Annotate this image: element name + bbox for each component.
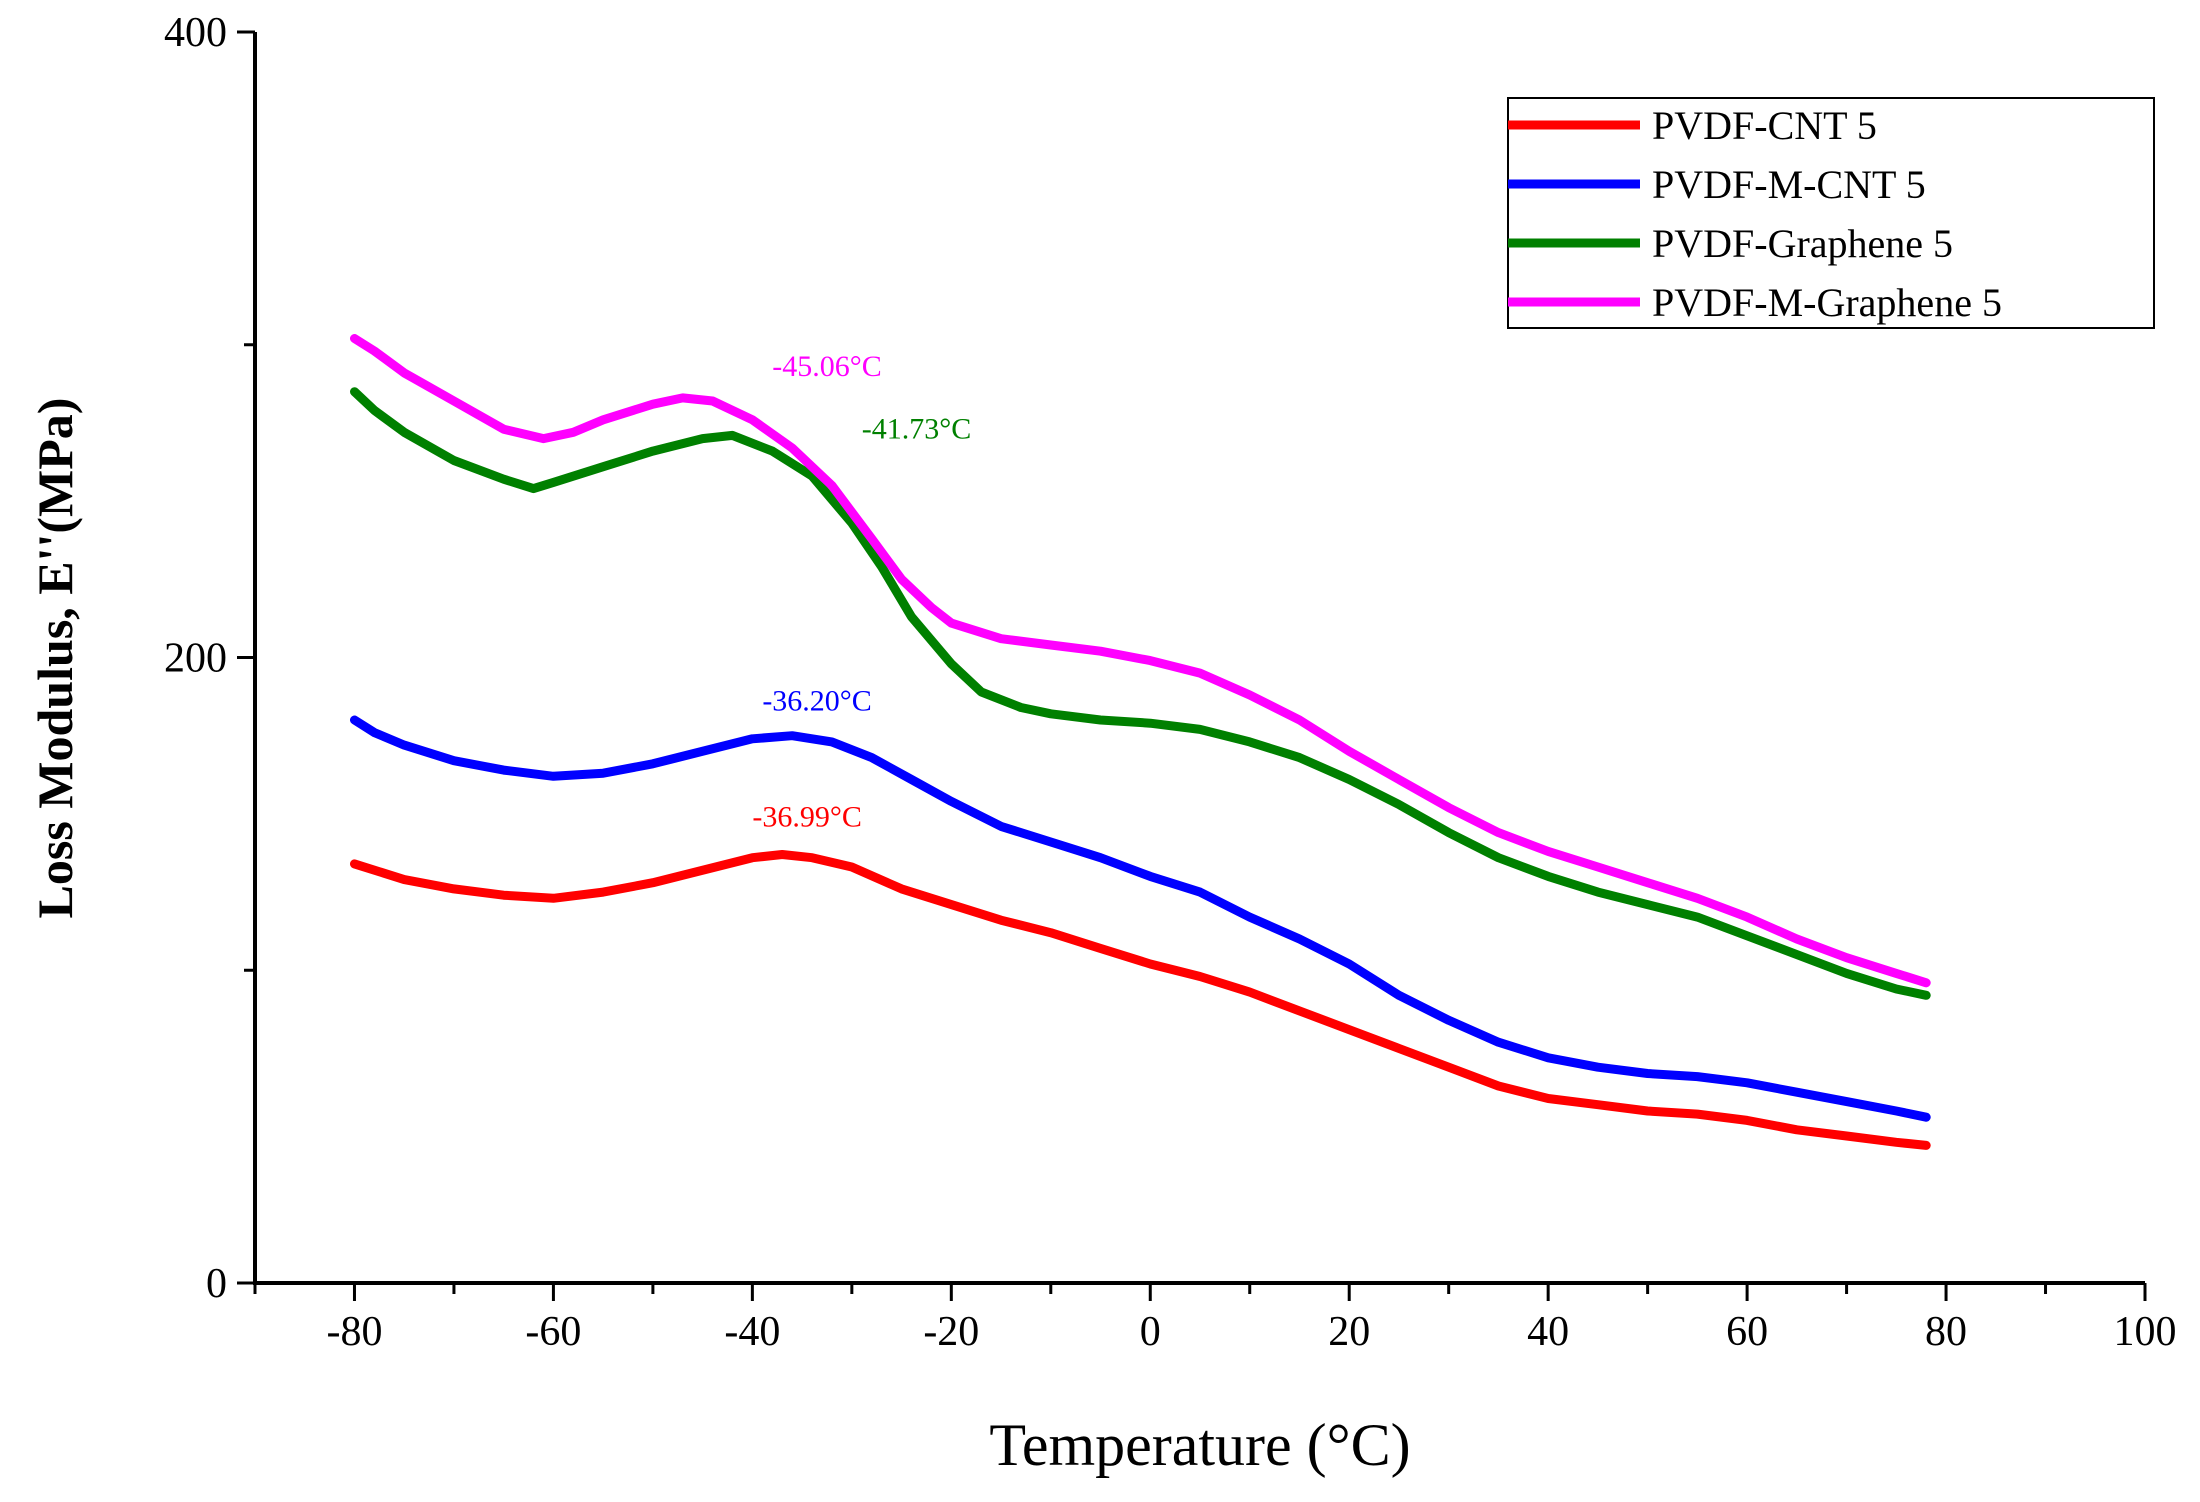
series-layer [350, 334, 1931, 1150]
x-tick-label: 0 [1140, 1309, 1161, 1355]
annotations-layer: -45.06°C -41.73°C -36.20°C -36.99°C [752, 350, 971, 833]
x-tick-label: -20 [923, 1309, 979, 1355]
x-tick-label: 60 [1726, 1309, 1768, 1355]
y-tick-label: 0 [206, 1261, 227, 1307]
x-tick-label: 80 [1925, 1309, 1967, 1355]
axes-layer [253, 32, 2145, 1285]
peak-annotation: -36.99°C [752, 800, 862, 833]
y-tick-label: 200 [164, 636, 227, 682]
legend-label: PVDF-CNT 5 [1652, 103, 1877, 148]
x-tick-label: 100 [2114, 1309, 2177, 1355]
series-line-3 [350, 387, 1931, 1000]
peak-annotation: -45.06°C [772, 350, 882, 383]
series-line-4 [350, 334, 1931, 988]
y-tick-label: 400 [164, 10, 227, 56]
peak-annotation: -36.20°C [762, 685, 872, 718]
x-tick-label: -80 [326, 1309, 382, 1355]
y-axis-title: Loss Modulus, E''(MPa) [27, 398, 83, 919]
x-tick-label: -60 [525, 1309, 581, 1355]
legend: PVDF-CNT 5 PVDF-M-CNT 5 PVDF-Graphene 5 PVD… [1507, 97, 2155, 329]
peak-annotation: -41.73°C [862, 413, 972, 446]
legend-label: PVDF-M-CNT 5 [1652, 162, 1926, 207]
ticks-layer: -80 -60 -40 -20 0 20 40 60 80 100 0 200 400 [164, 10, 2177, 1355]
series-line-2 [350, 715, 1931, 1122]
series-line-1 [350, 850, 1931, 1150]
legend-box [1507, 97, 2155, 329]
x-axis-title: Temperature (°C) [989, 1412, 1410, 1478]
legend-label: PVDF-M-Graphene 5 [1652, 280, 2002, 325]
x-tick-label: -40 [724, 1309, 780, 1355]
x-tick-label: 20 [1328, 1309, 1370, 1355]
x-tick-label: 40 [1527, 1309, 1569, 1355]
legend-label: PVDF-Graphene 5 [1652, 221, 1953, 266]
